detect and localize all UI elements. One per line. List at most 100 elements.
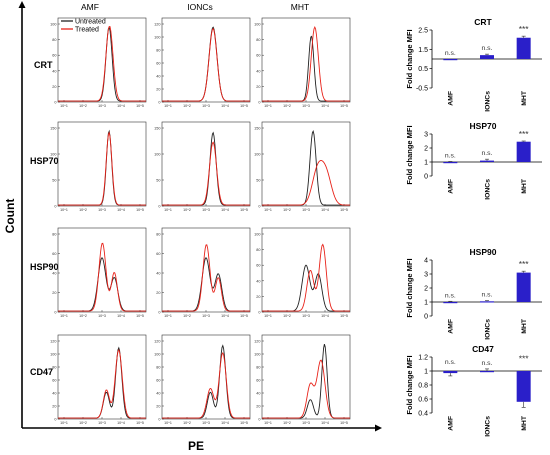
- main-axes: [18, 1, 382, 432]
- histogram-curve-untreated: [58, 129, 146, 206]
- bar-amf: [443, 162, 458, 164]
- bar-chart-hsp90: HSP90 Fold change MFI 4 3 2 1 0 n.s. AMF n.s. IONC…: [405, 247, 542, 340]
- histogram-x-tick: 10^3: [202, 421, 210, 425]
- histogram-y-tick: 0: [54, 101, 56, 105]
- histogram-y-tick: 20: [52, 405, 56, 409]
- histogram-x-tick: 10^5: [136, 314, 144, 318]
- histogram-x-tick: 10^3: [202, 104, 210, 108]
- legend: Untreated Treated: [61, 19, 106, 34]
- histogram-curve-treated: [162, 27, 250, 102]
- bar-chart-hsp70: HSP70 Fold change MFI 3 2 1 0 n.s. AMF n.s. IONCs…: [405, 121, 542, 200]
- histogram-x-tick: 10^5: [340, 314, 348, 318]
- histogram-x-tick: 10^2: [283, 314, 291, 318]
- row-label-cd47: CD47: [30, 367, 53, 377]
- bar-category-label: MHT: [521, 415, 528, 431]
- bar-amf: [443, 302, 458, 304]
- histogram-cd47-amf: 0 20 40 60 80 100 120 10^1 10^2 10^3 10^4 10^5: [50, 334, 147, 425]
- histogram-y-tick: 100: [254, 353, 260, 357]
- histogram-y-tick: 40: [52, 392, 56, 396]
- histogram-y-tick: 40: [156, 75, 160, 79]
- histogram-curve-treated: [162, 244, 250, 312]
- bar-chart-y-tick: 0: [424, 314, 428, 321]
- bar-chart-title: HSP70: [470, 121, 497, 131]
- histogram-y-tick: 100: [50, 23, 56, 27]
- bar-chart-cd47: CD47 Fold change MFI 1.2 1 0.8 0.6 0.4 n.s. AMF n…: [405, 344, 542, 437]
- histogram-curve-untreated: [58, 25, 146, 102]
- histogram-y-tick: 80: [256, 366, 260, 370]
- histogram-x-tick: 10^1: [264, 314, 272, 318]
- histogram-x-tick: 10^3: [302, 421, 310, 425]
- bar-ioncs: [480, 301, 494, 303]
- histogram-x-tick: 10^5: [240, 104, 248, 108]
- histogram-y-tick: 20: [256, 295, 260, 299]
- histogram-curve-untreated: [162, 344, 250, 419]
- histogram-hsp70-ioncs: 0 50 100 150 10^1 10^2 10^3 10^4 10^5: [154, 121, 251, 212]
- histogram-y-tick: 60: [156, 62, 160, 66]
- histogram-y-tick: 0: [258, 205, 260, 209]
- histogram-curve-treated: [58, 349, 146, 419]
- histogram-x-tick: 10^1: [164, 208, 172, 212]
- histogram-x-tick: 10^1: [264, 104, 272, 108]
- bar-chart-crt: CRT Fold change MFI 2.5 1.5 0.5 -0.5 n.s. AMF n.…: [405, 17, 542, 112]
- bar-mht: [516, 272, 531, 302]
- histogram-x-tick: 10^2: [183, 208, 191, 212]
- significance-label: n.s.: [445, 152, 456, 159]
- histogram-curve-untreated: [262, 35, 350, 102]
- significance-label: n.s.: [482, 45, 493, 52]
- bar-charts: CRT Fold change MFI 2.5 1.5 0.5 -0.5 n.s. AMF n.…: [405, 17, 542, 437]
- histogram-y-tick: 40: [256, 279, 260, 283]
- bar-chart-ylabel: Fold change MFI: [405, 258, 414, 317]
- histogram-curve-treated: [58, 26, 146, 102]
- histogram-x-tick: 10^1: [264, 421, 272, 425]
- histogram-y-tick: 150: [50, 127, 56, 131]
- significance-label: ***: [519, 259, 530, 269]
- histogram-hsp90-ioncs: 0 20 40 60 80 10^1 10^2 10^3 10^4 10^5: [156, 227, 251, 318]
- histogram-y-tick: 50: [52, 179, 56, 183]
- bar-category-label: IONCs: [484, 319, 491, 340]
- histogram-x-tick: 10^3: [302, 208, 310, 212]
- histogram-x-tick: 10^2: [283, 104, 291, 108]
- bar-category-label: IONCs: [484, 91, 491, 112]
- y-axis-label: Count: [3, 199, 17, 234]
- significance-label: n.s.: [445, 50, 456, 57]
- bar-ioncs: [480, 371, 494, 373]
- bar-category-label: IONCs: [484, 179, 491, 200]
- histogram-y-tick: 50: [256, 179, 260, 183]
- column-header-ioncs: IONCs: [187, 2, 213, 12]
- histogram-curve-untreated: [262, 264, 350, 312]
- histogram-x-tick: 10^5: [136, 421, 144, 425]
- histogram-x-tick: 10^2: [79, 421, 87, 425]
- bar-chart-y-tick: 4: [424, 258, 428, 265]
- bar-chart-y-tick: 1: [424, 160, 428, 167]
- histogram-curve-treated: [262, 25, 350, 102]
- x-axis-label: PE: [188, 439, 204, 453]
- histogram-y-tick: 60: [52, 252, 56, 256]
- histogram-x-tick: 10^5: [340, 421, 348, 425]
- histogram-y-tick: 0: [258, 101, 260, 105]
- histogram-y-tick: 80: [156, 233, 160, 237]
- histogram-curve-treated: [58, 131, 146, 206]
- histogram-x-tick: 10^5: [340, 104, 348, 108]
- histogram-x-tick: 10^4: [117, 208, 125, 212]
- histogram-y-tick: 0: [54, 311, 56, 315]
- histogram-y-tick: 20: [52, 291, 56, 295]
- column-header-mht: MHT: [291, 2, 309, 12]
- histogram-x-tick: 10^1: [164, 314, 172, 318]
- histogram-x-tick: 10^5: [240, 421, 248, 425]
- significance-label: n.s.: [445, 292, 456, 299]
- bar-mht: [516, 37, 531, 59]
- histogram-y-tick: 100: [154, 36, 160, 40]
- histogram-x-tick: 10^5: [240, 314, 248, 318]
- histogram-y-tick: 100: [254, 23, 260, 27]
- bar-mht: [516, 141, 531, 162]
- histogram-y-tick: 80: [156, 366, 160, 370]
- histogram-crt-ioncs: 0 20 40 60 80 100 120 10^1 10^2 10^3 10^4 10^5: [154, 17, 251, 108]
- histogram-x-tick: 10^4: [321, 104, 329, 108]
- histogram-x-tick: 10^2: [79, 104, 87, 108]
- bar-category-label: MHT: [521, 318, 528, 334]
- bar-amf: [443, 371, 458, 374]
- histogram-x-tick: 10^4: [321, 421, 329, 425]
- significance-label: ***: [519, 24, 530, 34]
- histogram-y-tick: 60: [156, 379, 160, 383]
- histogram-curve-treated: [262, 160, 350, 206]
